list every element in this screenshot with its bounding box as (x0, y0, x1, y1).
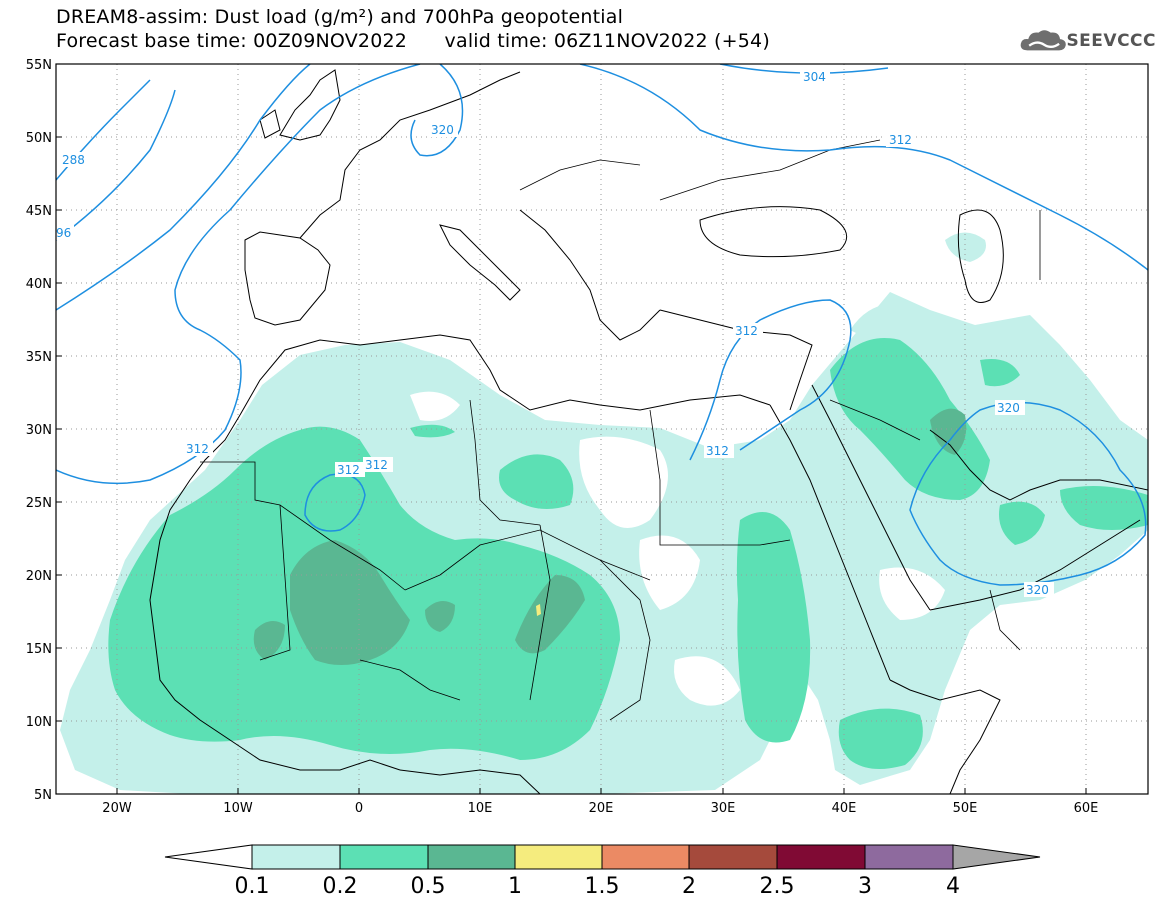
colorbar-tick-3: 1 (508, 874, 522, 899)
colorbar-swatch-0 (251, 844, 341, 870)
colorbar-tick-8: 4 (946, 874, 960, 899)
colorbar-swatch-3 (514, 844, 603, 870)
forecast-time-line: Forecast base time: 00Z09NOV2022 valid t… (56, 30, 770, 52)
lat-label-15n: 15N (26, 642, 52, 657)
dust-dark-areas (253, 408, 967, 665)
contour-label-312-med: 312 (735, 324, 758, 338)
lat-label-35n: 35N (26, 350, 52, 365)
contour-label-312-egypt: 312 (706, 444, 729, 458)
contour-label-288: 288 (62, 153, 85, 167)
colorbar-tick-0: 0.1 (235, 874, 270, 899)
colorbar-high-arrow (952, 844, 1041, 870)
lon-label-40e: 40E (832, 801, 857, 816)
lat-label-45n: 45N (26, 204, 52, 219)
latitude-labels: 55N 50N 45N 40N 35N 30N 25N 20N 15N 10N … (26, 58, 52, 803)
colorbar-swatch-5 (688, 844, 778, 870)
lat-label-20n: 20N (26, 569, 52, 584)
colorbar-low-arrow (164, 844, 253, 870)
lon-label-20w: 20W (102, 801, 132, 816)
contour-label-312-atlantic: 312 (186, 442, 209, 456)
dust-yellow-spot (536, 604, 541, 616)
colorbar-tick-6: 2.5 (760, 874, 795, 899)
lat-label-55n: 55N (26, 58, 52, 73)
contour-label-320-europe: 320 (431, 123, 454, 137)
lon-label-60e: 60E (1074, 801, 1099, 816)
lat-label-25n: 25N (26, 496, 52, 511)
coastlines (149, 69, 1148, 794)
longitude-labels: 20W 10W 0 10E 20E 30E 40E 50E 60E (102, 801, 1098, 816)
lon-label-50e: 50E (953, 801, 978, 816)
colorbar-tick-4: 1.5 (585, 874, 620, 899)
lon-label-0: 0 (355, 801, 363, 816)
colorbar-swatch-1 (339, 844, 429, 870)
lon-label-10w: 10W (223, 801, 253, 816)
contour-label-312-sahara-a: 312 (337, 463, 360, 477)
logo-text: SEEVCCC (1066, 31, 1156, 51)
dust-field: 304 312 320 288 96 312 312 312 312 312 3… (56, 64, 1148, 794)
contour-label-312-north: 312 (889, 133, 912, 147)
colorbar: 0.1 0.2 0.5 1 1.5 2 2.5 3 4 (164, 844, 1041, 899)
lat-label-40n: 40N (26, 277, 52, 292)
colorbar-swatch-4 (601, 844, 690, 870)
colorbar-swatch-2 (427, 844, 516, 870)
colorbar-swatch-7 (864, 844, 954, 870)
seevccc-logo: SEEVCCC (1018, 24, 1156, 58)
contour-label-304: 304 (803, 70, 826, 84)
colorbar-tick-2: 0.5 (411, 874, 446, 899)
country-borders (200, 139, 1041, 721)
contour-labels: 304 312 320 288 96 312 312 312 312 312 3… (56, 69, 1054, 597)
colorbar-swatch-6 (776, 844, 866, 870)
contour-label-320-arabia-north: 320 (997, 401, 1020, 415)
lat-label-50n: 50N (26, 131, 52, 146)
colorbar-tick-1: 0.2 (323, 874, 358, 899)
map-title: DREAM8-assim: Dust load (g/m²) and 700hP… (56, 6, 624, 28)
lat-label-10n: 10N (26, 715, 52, 730)
cloud-logo-icon (1020, 30, 1066, 51)
lat-label-30n: 30N (26, 423, 52, 438)
lon-label-30e: 30E (711, 801, 736, 816)
geopotential-contours (56, 64, 1148, 586)
contour-label-296: 96 (56, 226, 71, 240)
colorbar-tick-7: 3 (858, 874, 872, 899)
colorbar-tick-5: 2 (682, 874, 696, 899)
contour-label-312-sahara-b: 312 (365, 458, 388, 472)
lon-label-10e: 10E (468, 801, 493, 816)
lat-label-5n: 5N (34, 788, 52, 803)
contour-label-320-arabia-south: 320 (1026, 583, 1049, 597)
axis-ticks (56, 136, 1087, 794)
lon-label-20e: 20E (589, 801, 614, 816)
